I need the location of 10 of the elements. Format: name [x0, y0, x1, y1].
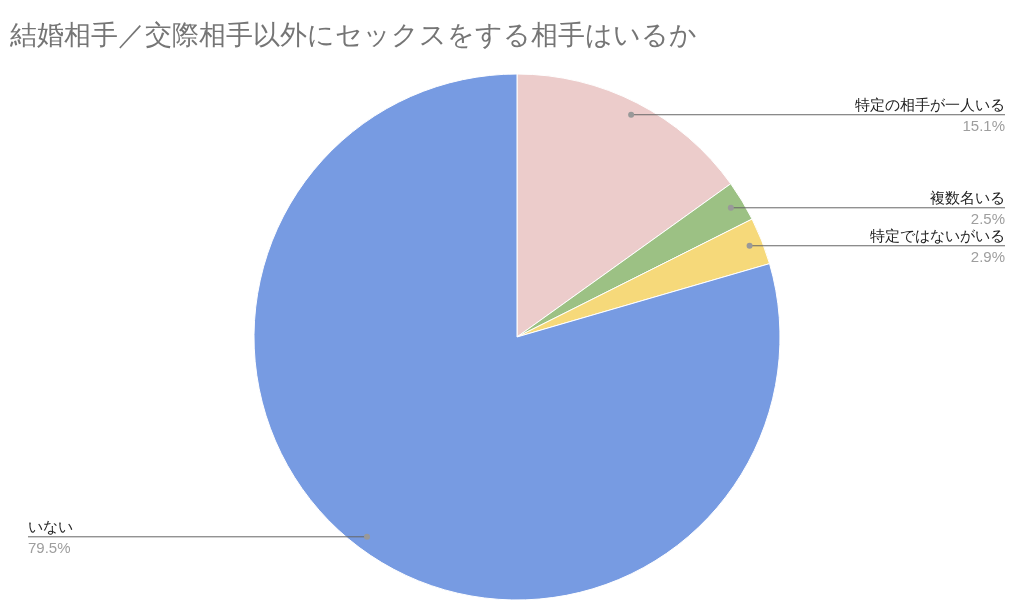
chart-title: 結婚相手／交際相手以外にセックスをする相手はいるか [9, 20, 697, 50]
slice-label: 複数名いる [930, 188, 1005, 206]
data-label: 2.9% [970, 247, 1005, 265]
data-label: 2.5% [970, 209, 1005, 227]
slice-label: 特定ではないがいる [870, 226, 1005, 244]
pie-slice [253, 73, 781, 601]
slice-label: 特定の相手が一人いる [855, 95, 1005, 113]
data-label: 79.5% [28, 538, 71, 556]
data-label: 15.1% [962, 116, 1005, 134]
slice-label: いない [28, 517, 73, 535]
